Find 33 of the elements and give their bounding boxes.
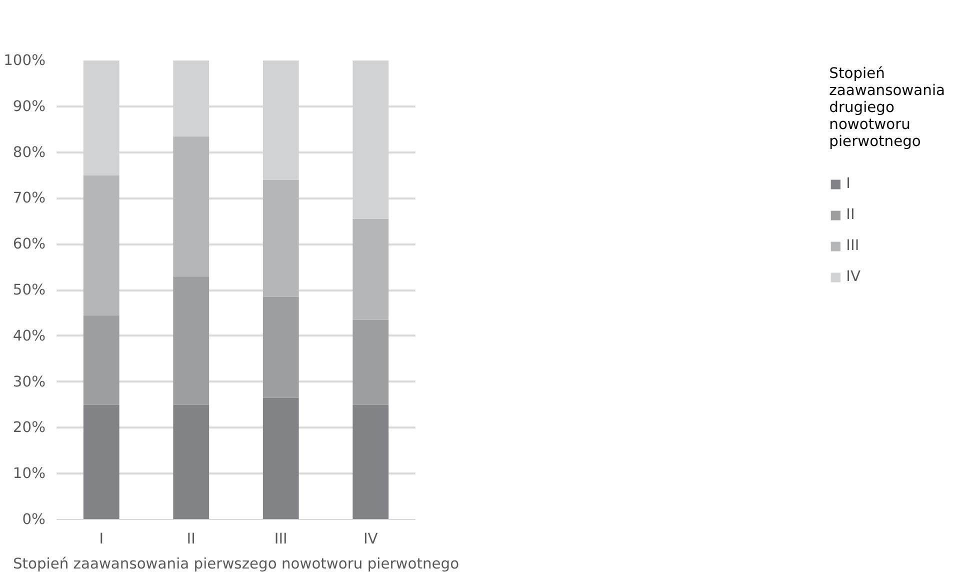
x-tick-label: I [99, 530, 104, 548]
y-tick-label: 40% [12, 327, 46, 344]
y-tick-label: 0% [22, 511, 46, 528]
x-tick-label: II [186, 530, 196, 548]
legend-label: IV [846, 268, 862, 285]
y-tick-label: 10% [12, 465, 46, 482]
bar [352, 320, 389, 405]
bar [83, 175, 120, 316]
y-tick-label: 60% [12, 236, 46, 253]
bar [83, 315, 120, 405]
bar [262, 296, 299, 398]
y-tick-label: 20% [12, 419, 46, 436]
legend-label: II [846, 206, 856, 223]
y-tick-label: 50% [12, 282, 46, 298]
legend-label: I [846, 175, 852, 192]
bar [173, 276, 210, 405]
x-axis-title: Stopień zaawansowania pierwszego nowotworu pierwotnego [12, 556, 460, 572]
legend-title: Stopień zaawansowania drugiego nowotworu pierwotnego [829, 65, 945, 150]
legend-label: III [846, 237, 860, 254]
bar [352, 218, 389, 320]
bar [262, 398, 299, 520]
y-tick-label: 70% [12, 190, 46, 207]
bar [83, 404, 120, 520]
bar [173, 404, 210, 520]
y-tick-label: 80% [12, 144, 46, 161]
x-tick-label: III [274, 530, 288, 548]
bar [173, 136, 210, 276]
y-tick-label: 90% [12, 98, 46, 115]
x-tick-label: IV [363, 530, 378, 548]
y-tick-label: 100% [4, 52, 46, 69]
bar [262, 180, 299, 297]
y-tick-label: 30% [12, 373, 46, 390]
bar [352, 404, 389, 520]
